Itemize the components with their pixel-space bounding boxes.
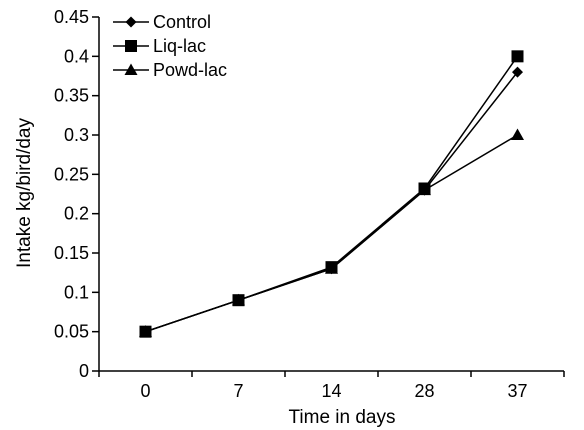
y-tick-label: 0.35 (54, 86, 89, 106)
series-line-control (145, 71, 519, 333)
data-point-powd-lac (511, 128, 524, 140)
legend-marker-powd-lac (124, 63, 138, 75)
axes (98, 17, 564, 372)
x-axis-title: Time in days (289, 407, 396, 428)
data-point-liq-lac (325, 261, 338, 274)
y-axis-title: Intake kg/bird/day (14, 118, 35, 268)
y-tick-label: 0.3 (64, 125, 89, 145)
data-point-control (512, 66, 523, 78)
legend-label-control: Control (153, 12, 211, 32)
legend-marker-liq-lac (125, 40, 137, 52)
series-line-powd-lac (145, 134, 518, 333)
series-group (139, 50, 524, 338)
legend-label-powd-lac: Powd-lac (153, 60, 227, 80)
x-axis-ticks: 0 7 14 28 37 (98, 371, 565, 401)
legend-marker-control (125, 16, 137, 28)
data-point-liq-lac (418, 182, 431, 195)
legend: Control Liq-lac Powd-lac (113, 12, 227, 80)
x-tick-label: 7 (233, 381, 243, 401)
series-line-liq-lac (145, 55, 519, 333)
x-tick-label: 28 (414, 381, 434, 401)
y-tick-label: 0.05 (54, 322, 89, 342)
x-tick-label: 0 (140, 381, 150, 401)
y-tick-label: 0.15 (54, 243, 89, 263)
x-tick-label: 14 (321, 381, 341, 401)
data-point-liq-lac (511, 50, 524, 63)
y-tick-label: 0 (79, 361, 89, 381)
data-point-liq-lac (232, 294, 245, 307)
data-point-liq-lac (139, 325, 152, 338)
y-tick-label: 0.2 (64, 204, 89, 224)
y-tick-label: 0.1 (64, 282, 89, 302)
y-tick-label: 0.25 (54, 164, 89, 184)
legend-label-liq-lac: Liq-lac (153, 36, 206, 56)
y-tick-label: 0.45 (54, 7, 89, 27)
x-tick-label: 37 (507, 381, 527, 401)
y-tick-label: 0.4 (64, 46, 89, 66)
y-axis-ticks: 0 0.05 0.1 0.15 0.2 0.25 0.3 0.35 0.4 0.45 (54, 7, 99, 381)
